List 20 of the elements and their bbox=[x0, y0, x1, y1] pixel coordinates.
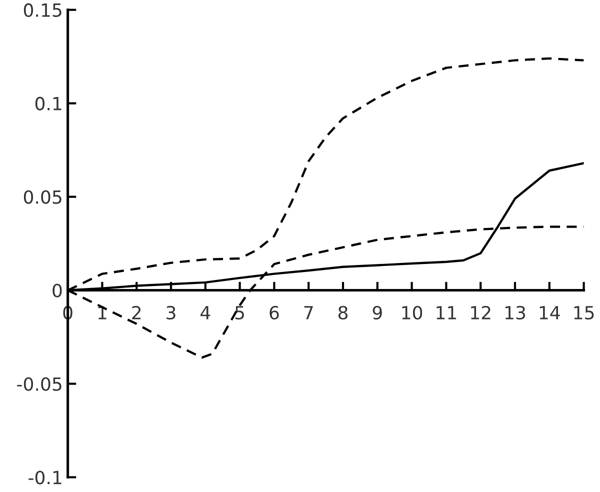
x-tick-label: 13 bbox=[505, 306, 526, 320]
x-tick-label: 12 bbox=[471, 306, 490, 320]
x-tick-label: 7 bbox=[304, 306, 313, 320]
y-tick-label: 0 bbox=[52, 284, 62, 298]
x-tick-label: 9 bbox=[372, 306, 382, 320]
y-tick-label: 0.15 bbox=[24, 3, 62, 17]
x-tick-label: 10 bbox=[402, 306, 422, 320]
x-tick-label: 6 bbox=[270, 306, 279, 320]
x-tick-label: 8 bbox=[338, 306, 348, 320]
x-tick-label: 5 bbox=[235, 306, 244, 320]
y-tick-label: -0.05 bbox=[17, 377, 62, 391]
y-tick-label: 0.1 bbox=[35, 96, 62, 110]
x-tick-label: 15 bbox=[574, 306, 594, 320]
x-tick-label: 11 bbox=[436, 306, 456, 320]
x-tick-label: 14 bbox=[540, 306, 560, 320]
x-tick-label: 2 bbox=[132, 306, 141, 320]
y-tick-label: -0.1 bbox=[28, 470, 62, 484]
y-tick-label: 0.05 bbox=[24, 190, 62, 204]
x-tick-label: 4 bbox=[200, 306, 210, 320]
x-tick-label: 3 bbox=[166, 306, 176, 320]
